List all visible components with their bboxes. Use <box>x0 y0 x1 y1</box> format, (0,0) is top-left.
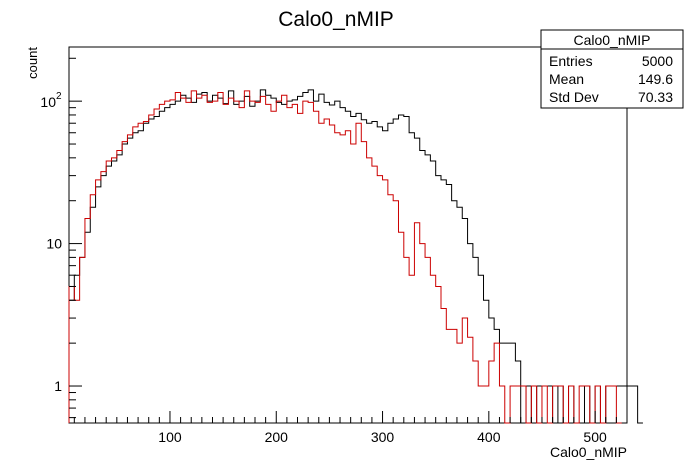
stats-value-stddev: 70.33 <box>638 89 673 105</box>
chart-title: Calo0_nMIP <box>278 8 394 31</box>
stats-label-entries: Entries <box>549 53 593 69</box>
histogram-layer <box>68 89 643 424</box>
x-tick-label: 500 <box>583 429 607 445</box>
y-tick-label: 10 <box>40 94 56 110</box>
stats-label-mean: Mean <box>549 71 584 87</box>
x-tick-label: 200 <box>265 429 289 445</box>
stats-value-mean: 149.6 <box>638 71 673 87</box>
x-tick-label: 100 <box>158 429 182 445</box>
x-tick-label: 400 <box>477 429 501 445</box>
y-tick-label: 1 <box>54 378 62 394</box>
x-tick-label: 300 <box>371 429 395 445</box>
stats-box-title: Calo0_nMIP <box>573 32 650 48</box>
stats-value-entries: 5000 <box>642 53 673 69</box>
y-tick-exponent: 2 <box>56 91 62 102</box>
stats-label-stddev: Std Dev <box>549 89 599 105</box>
x-axis-label: Calo0_nMIP <box>550 444 627 460</box>
histogram-series-0 <box>68 89 643 424</box>
histogram-series-1 <box>68 90 622 424</box>
y-tick-label: 10 <box>46 236 62 252</box>
plot-frame <box>68 46 628 424</box>
y-axis-label: count <box>25 47 40 79</box>
x-axis: 100 200 300 400 500 <box>73 411 628 445</box>
stats-box: Calo0_nMIP Entries 5000 Mean 149.6 Std D… <box>540 29 684 109</box>
